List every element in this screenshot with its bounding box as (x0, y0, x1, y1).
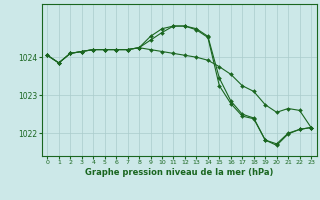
X-axis label: Graphe pression niveau de la mer (hPa): Graphe pression niveau de la mer (hPa) (85, 168, 273, 177)
